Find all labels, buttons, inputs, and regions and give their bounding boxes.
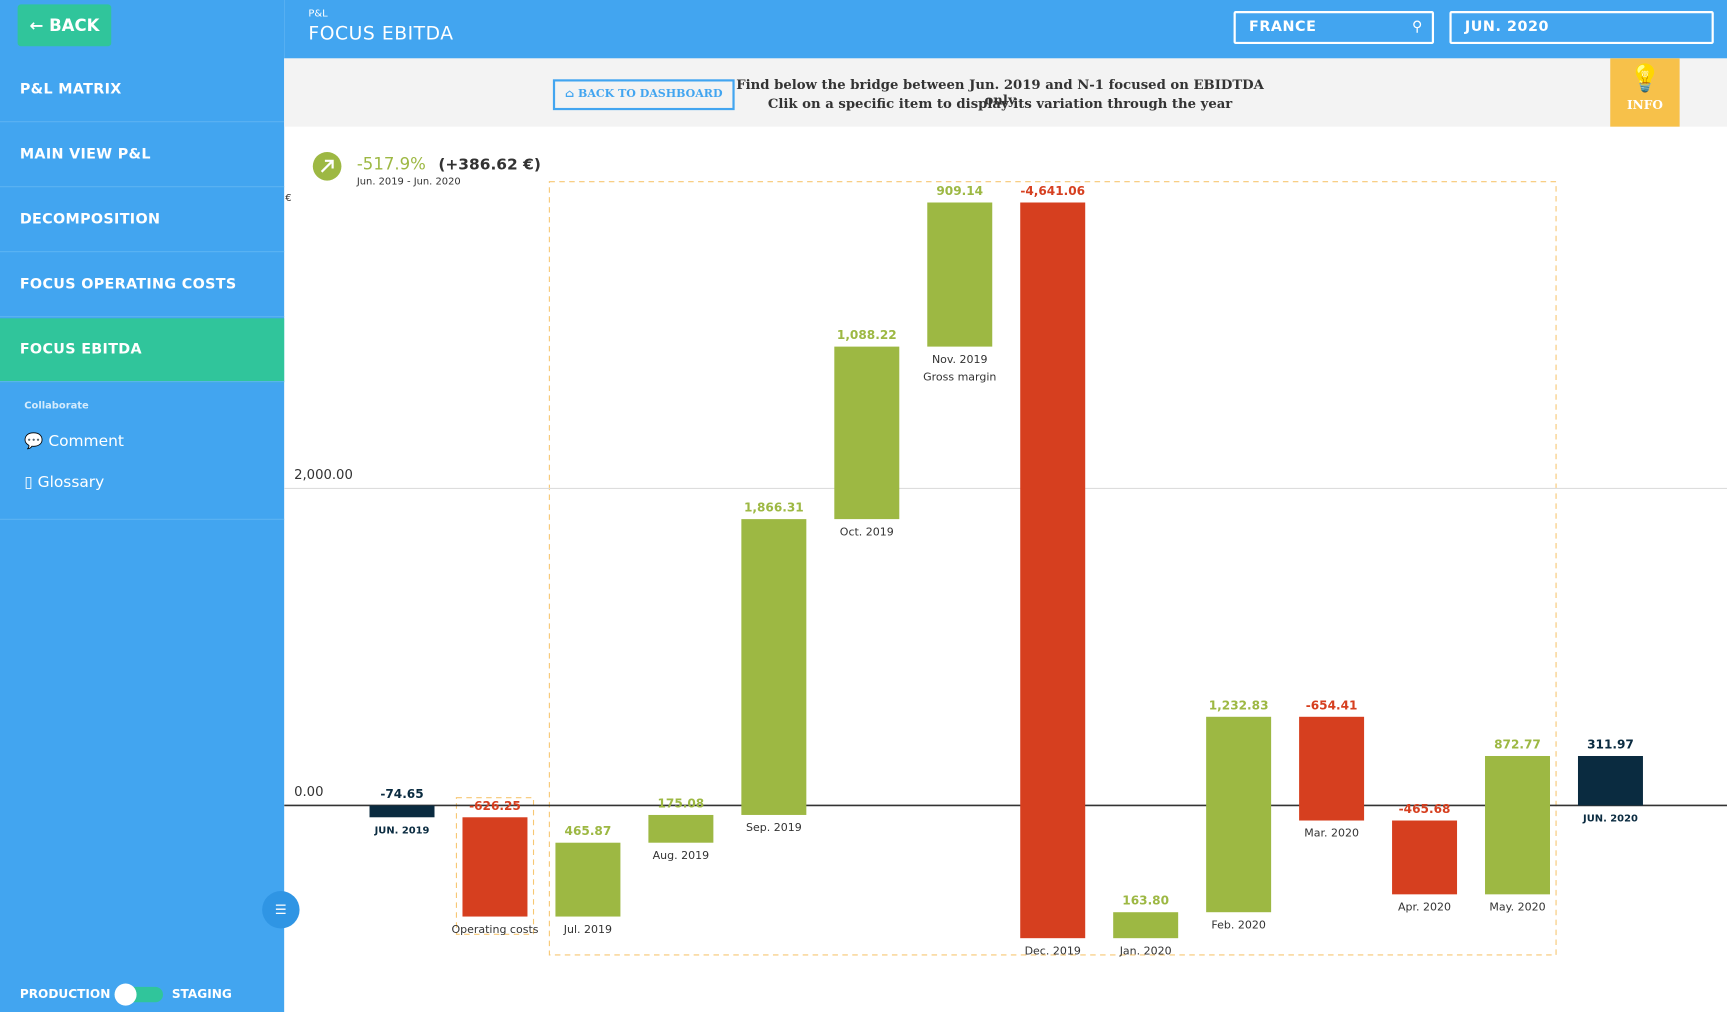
value-label: -74.65 [380,787,423,801]
bulb-icon: 💡 [1628,61,1662,94]
button-label: BACK TO DASHBOARD [578,88,723,101]
bar [1020,202,1086,939]
bar [1392,820,1458,895]
menu-item[interactable]: FOCUS EBITDA [0,318,285,383]
y-tick-label: 2,000.00 [294,468,353,483]
sidebar: ← BACK P&L MATRIX MAIN VIEW P&L DECOMPOS… [0,0,300,1012]
back-button[interactable]: ← BACK [17,4,112,47]
category-label: JUN. 2019 [374,825,430,836]
top-bar: P&L FOCUS EBITDA FRANCE ⚲ JUN. 2020 [284,0,1727,59]
country: FRANCE [1248,18,1317,36]
info-bar: ⌂ BACK TO DASHBOARD Find below the bridg… [284,58,1727,127]
category-label: Oct. 2019 [840,525,894,538]
value-label: -465.68 [1399,802,1451,816]
category-label: Operating costs [451,923,538,936]
bar [1485,755,1551,895]
toggle-knob [114,983,137,1006]
page-title: FOCUS EBITDA [308,23,454,46]
category-label: Jan. 2020 [1119,944,1172,957]
group-label: Gross margin [923,370,996,383]
divider [0,518,285,520]
value-label: 909.14 [936,184,983,198]
change-pct: -517.9% [357,155,426,174]
value-label: 1,866.31 [744,501,804,515]
section-label: Collaborate [24,400,89,412]
value-label: -654.41 [1306,698,1358,712]
value-label: 175.08 [658,796,705,810]
link-label: Comment [48,432,124,451]
y-tick-label: 0.00 [294,785,323,800]
link[interactable]: 💬 Comment [24,432,124,451]
bar [741,519,807,815]
back-label: BACK [49,15,100,36]
menu-item[interactable]: DECOMPOSITION [0,188,285,253]
menu-item[interactable]: FOCUS OPERATING COSTS [0,253,285,318]
summary-period: Jun. 2019 - Jun. 2020 [356,177,461,188]
category-label: Mar. 2020 [1304,827,1359,840]
value-label: 311.97 [1587,737,1634,751]
info-badge[interactable]: 💡 INFO [1610,58,1680,127]
change-abs: (+386.62 €) [438,156,541,174]
bar [462,817,528,917]
value-label: 1,088.22 [837,328,897,342]
category-label: Jul. 2019 [563,923,612,936]
category-label: Aug. 2019 [653,849,709,862]
category-label: Sep. 2019 [746,821,802,834]
bar [555,842,621,917]
info-text: Clik on a specific item to display its v… [767,95,1233,112]
bar [927,202,993,347]
link[interactable]: ▯ Glossary [24,473,105,492]
y-unit: € [285,193,291,204]
category-label: Nov. 2019 [932,353,988,366]
toggle-label: PRODUCTION [19,986,111,1002]
bar [1577,755,1643,806]
chart: -517.9% (+386.62 €) Jun. 2019 - Jun. 202… [284,151,1727,957]
menu-item[interactable]: P&L MATRIX [0,58,285,123]
category-label: JUN. 2020 [1582,814,1638,825]
category-label: Feb. 2020 [1211,918,1265,931]
bar [1299,716,1365,821]
category-label: Dec. 2019 [1025,944,1081,957]
bar [834,346,900,520]
dashboard-button[interactable]: ⌂ BACK TO DASHBOARD [552,79,735,111]
badge-label: INFO [1626,98,1663,113]
category-label: Apr. 2020 [1398,901,1451,914]
value-label: 163.80 [1122,894,1169,908]
menu-item[interactable]: MAIN VIEW P&L [0,123,285,188]
value-label: 465.87 [565,824,612,838]
bar [369,805,435,818]
group-box [548,181,1557,956]
link-label: Glossary [37,473,105,492]
country-select[interactable]: FRANCE ⚲ [1233,11,1435,45]
section: P&L [308,8,328,20]
bar [1206,716,1272,913]
period-select[interactable]: JUN. 2020 [1449,11,1714,45]
toggle-label: STAGING [171,986,232,1002]
value-label: -4,641.06 [1020,184,1085,198]
category-label: May. 2020 [1489,901,1545,914]
bar [648,814,714,843]
trend-arrow [320,159,334,173]
value-label: -626.25 [469,799,521,813]
collapse-button[interactable]: ☰ [262,891,300,929]
value-label: 872.77 [1494,737,1541,751]
bar [1113,912,1179,939]
group-box [455,797,535,935]
value-label: 1,232.83 [1209,698,1269,712]
info-text: Find below the bridge between Jun. 2019 … [736,77,1264,108]
